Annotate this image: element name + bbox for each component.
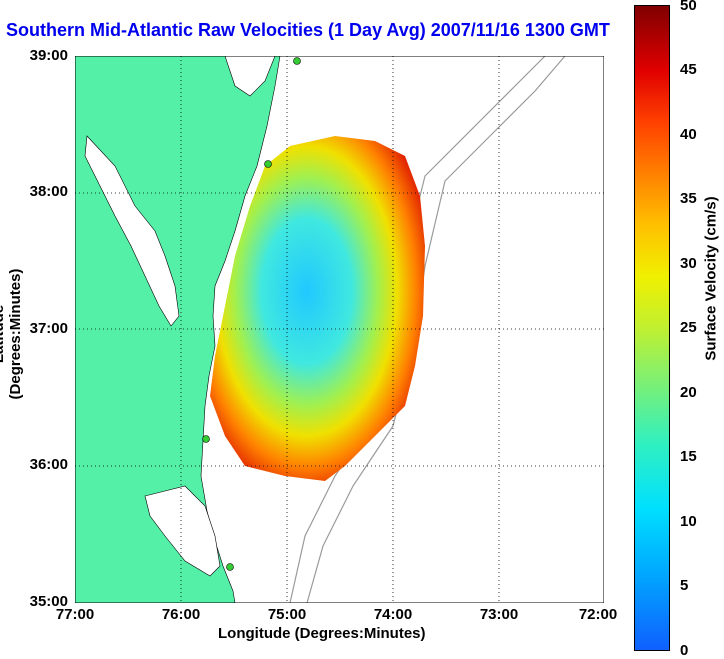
xtick-label: 72:00: [578, 606, 618, 623]
xtick-label: 77:00: [55, 606, 95, 623]
station-marker: [264, 160, 272, 168]
station-marker: [226, 563, 234, 571]
ytick-label: 38:00: [29, 183, 68, 200]
colorbar-tick: 45: [680, 61, 697, 78]
chesapeake-bay: [84, 135, 180, 327]
colorbar-label: Surface Velocity (cm/s): [702, 196, 720, 361]
grid-lines: [75, 56, 604, 603]
ytick-label: 37:00: [29, 320, 68, 337]
colorbar-tick: 0: [680, 642, 689, 659]
colorbar-tick: 15: [680, 448, 697, 465]
colorbar-tick: 5: [680, 577, 689, 594]
xtick-label: 73:00: [479, 606, 519, 623]
colorbar-tick: 25: [680, 319, 697, 336]
xtick-label: 74:00: [373, 606, 413, 623]
colorbar-tick: 50: [680, 0, 697, 14]
xtick-label: 75:00: [267, 606, 307, 623]
colorbar-tick: 40: [680, 126, 697, 143]
pamlico-sound: [144, 485, 221, 577]
map-title: Southern Mid-Atlantic Raw Velocities (1 …: [6, 20, 610, 40]
colorbar-tick: 35: [680, 190, 697, 207]
map-plot-area: [74, 55, 605, 604]
station-marker: [293, 57, 301, 65]
colorbar-tick: 30: [680, 255, 697, 272]
velocity-field: [210, 136, 425, 481]
ytick-label: 36:00: [29, 456, 68, 473]
radar-stations: [202, 57, 301, 571]
xtick-label: 76:00: [161, 606, 201, 623]
ytick-label: 35:00: [29, 593, 68, 610]
y-axis-label: Latitude (Degrees:Minutes): [0, 268, 24, 400]
colorbar-tick: 10: [680, 513, 697, 530]
station-marker: [202, 435, 210, 443]
map-svg: [74, 55, 605, 604]
ytick-label: 39:00: [29, 47, 68, 64]
colorbar-tick: 20: [680, 384, 697, 401]
colorbar: [634, 5, 670, 651]
x-axis-label: Longitude (Degrees:Minutes): [218, 625, 426, 642]
